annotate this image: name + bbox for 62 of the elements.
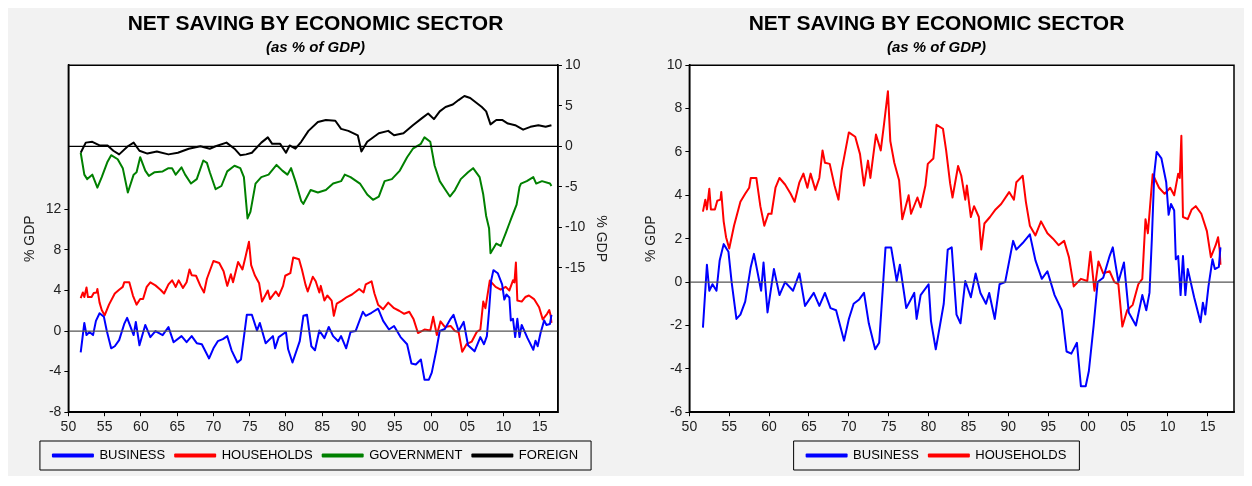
y2-tick-label: -15 bbox=[564, 258, 586, 275]
legend-label: BUSINESS bbox=[853, 447, 920, 463]
x-tick-label: 60 bbox=[761, 418, 778, 435]
y-tick-label: 4 bbox=[674, 186, 683, 203]
y2-tick-label: -10 bbox=[564, 218, 586, 235]
legend-label: HOUSEHOLDS bbox=[975, 447, 1067, 463]
y-tick-label: 8 bbox=[53, 240, 62, 257]
x-tick-label: 05 bbox=[1120, 418, 1136, 435]
x-tick-label: 65 bbox=[801, 418, 817, 435]
y-tick-label: -8 bbox=[48, 403, 62, 420]
x-tick-label: 15 bbox=[1199, 418, 1216, 435]
chart-title: NET SAVING BY ECONOMIC SECTOR bbox=[748, 11, 1125, 35]
y-tick-label: -6 bbox=[669, 403, 683, 420]
x-tick-label: 95 bbox=[386, 418, 403, 435]
x-tick-label: 80 bbox=[278, 418, 294, 435]
y-tick-label: 10 bbox=[666, 56, 683, 73]
x-tick-label: 90 bbox=[350, 418, 367, 435]
x-tick-label: 10 bbox=[495, 418, 512, 435]
y-axis-title: % GDP bbox=[642, 215, 659, 263]
y-tick-label: 4 bbox=[53, 281, 62, 298]
y-tick-label: -4 bbox=[669, 359, 683, 376]
y2-tick-label: 5 bbox=[564, 96, 573, 113]
x-tick-label: 60 bbox=[133, 418, 149, 435]
x-tick-label: 15 bbox=[532, 418, 548, 435]
x-tick-label: 75 bbox=[880, 418, 897, 435]
y-tick-label: -4 bbox=[48, 362, 62, 379]
y-tick-label: 2 bbox=[674, 229, 683, 246]
x-tick-label: 00 bbox=[423, 418, 440, 435]
x-tick-label: 85 bbox=[960, 418, 977, 435]
x-tick-label: 80 bbox=[920, 418, 937, 435]
y-tick-label: 0 bbox=[674, 272, 683, 289]
y2-tick-label: 10 bbox=[564, 56, 581, 73]
y-tick-label: 12 bbox=[45, 200, 62, 217]
x-tick-label: 75 bbox=[241, 418, 258, 435]
chart-subtitle: (as % of GDP) bbox=[886, 38, 987, 56]
x-tick-label: 85 bbox=[314, 418, 331, 435]
x-tick-label: 55 bbox=[721, 418, 738, 435]
y-tick-label: 8 bbox=[674, 99, 683, 116]
chart-subtitle: (as % of GDP) bbox=[265, 38, 366, 56]
chart-title: NET SAVING BY ECONOMIC SECTOR bbox=[127, 11, 504, 35]
x-tick-label: 65 bbox=[169, 418, 186, 435]
y2-tick-label: -5 bbox=[564, 177, 578, 194]
x-tick-label: 70 bbox=[205, 418, 222, 435]
x-tick-label: 70 bbox=[841, 418, 857, 435]
y-tick-label: -2 bbox=[669, 316, 683, 333]
x-tick-label: 00 bbox=[1080, 418, 1097, 435]
legend-label: GOVERNMENT bbox=[369, 447, 463, 463]
x-tick-label: 90 bbox=[1000, 418, 1017, 435]
x-tick-label: 05 bbox=[459, 418, 476, 435]
x-tick-label: 55 bbox=[96, 418, 113, 435]
y-tick-label: 6 bbox=[674, 142, 683, 159]
legend-label: FOREIGN bbox=[518, 447, 579, 463]
y-tick-label: 0 bbox=[53, 321, 62, 338]
y-axis-title: % GDP bbox=[21, 215, 38, 263]
y2-tick-label: 0 bbox=[564, 137, 573, 154]
x-tick-label: 95 bbox=[1040, 418, 1057, 435]
legend-label: BUSINESS bbox=[99, 447, 166, 463]
legend-label: HOUSEHOLDS bbox=[221, 447, 314, 463]
x-tick-label: 10 bbox=[1160, 418, 1176, 435]
x-tick-label: 50 bbox=[681, 418, 698, 435]
y2-axis-title: % GDP bbox=[593, 215, 610, 263]
x-tick-label: 50 bbox=[60, 418, 77, 435]
